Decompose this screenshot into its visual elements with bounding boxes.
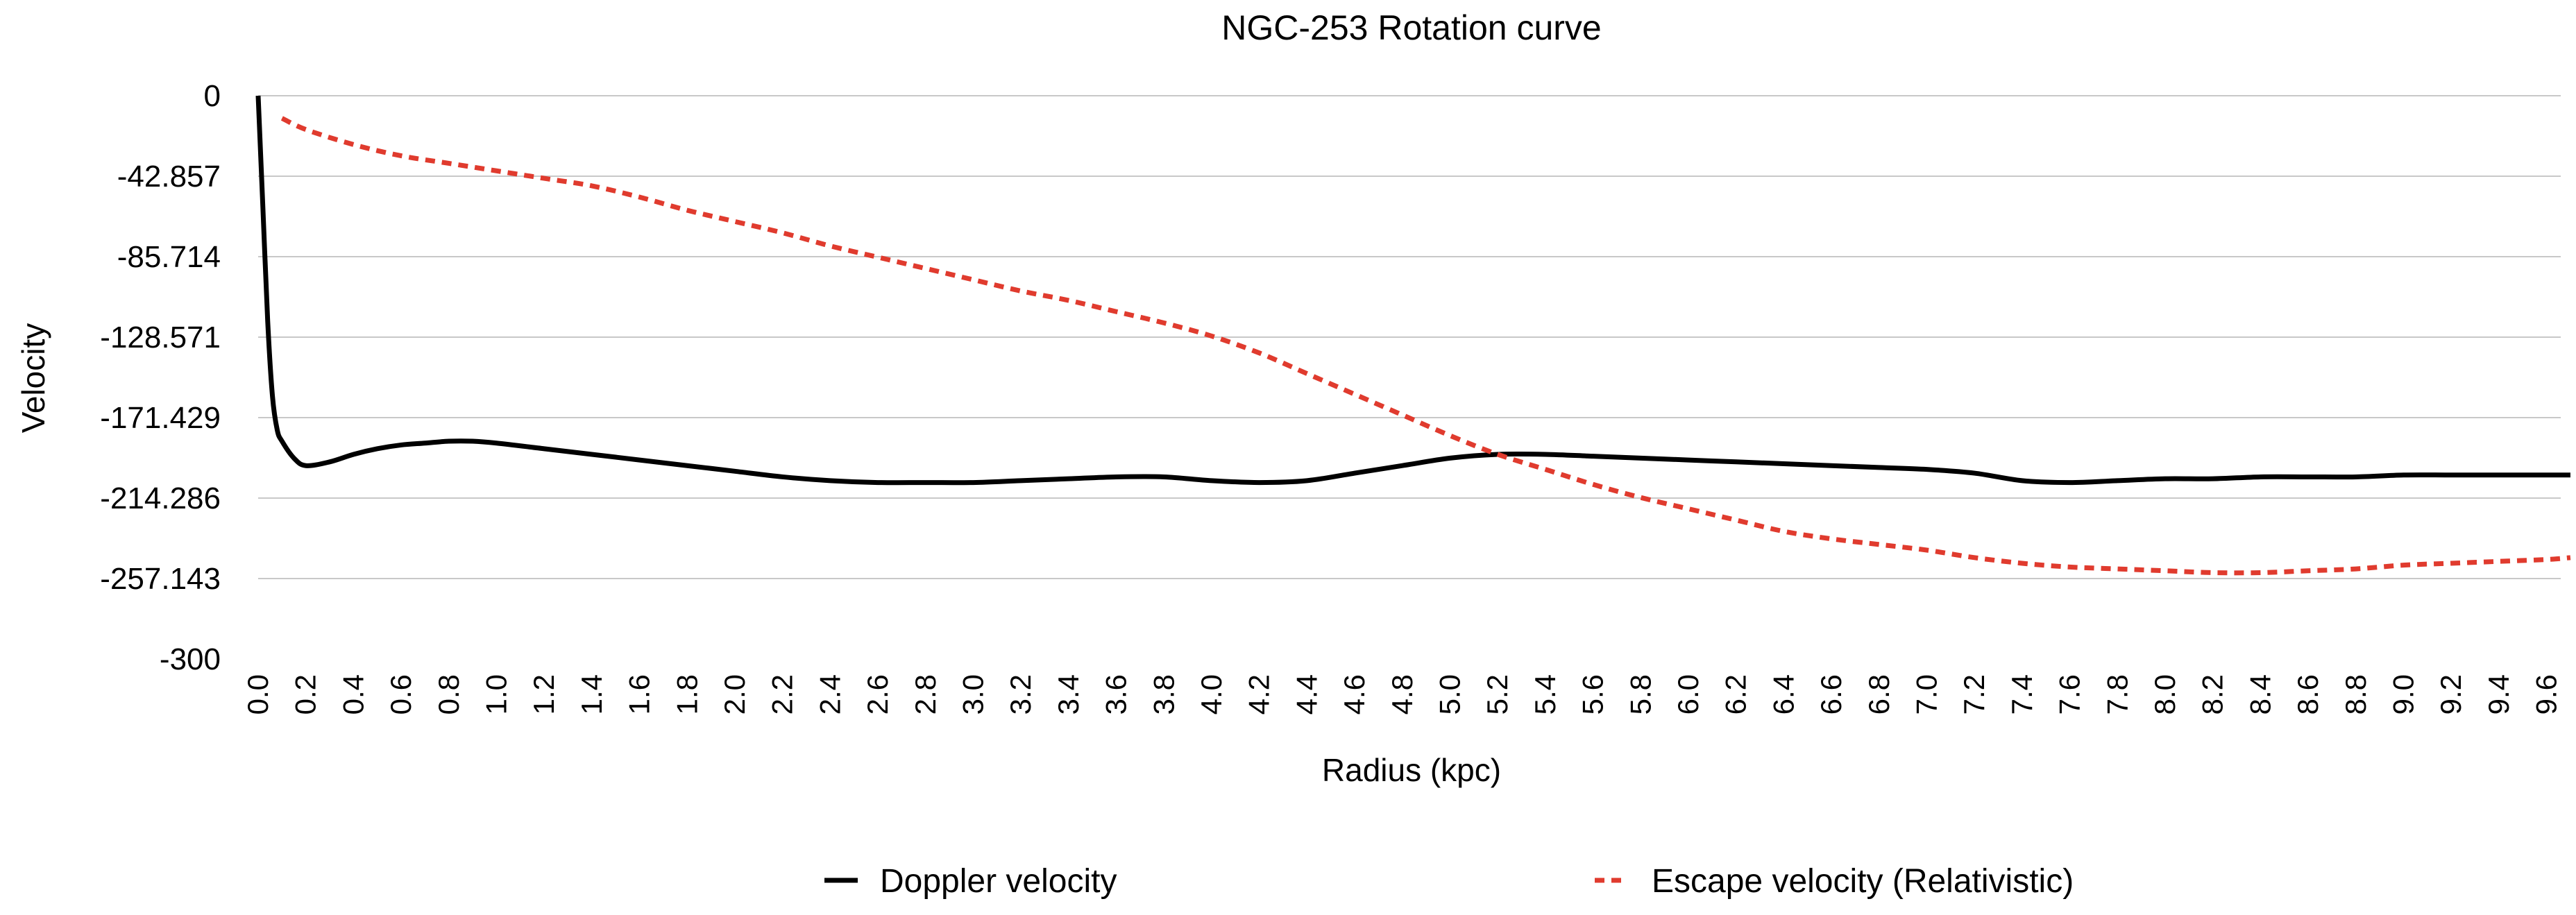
legend-label-doppler: Doppler velocity (880, 863, 1117, 900)
x-tick-label: 5.2 (1481, 674, 1514, 715)
x-tick-label: 7.6 (2053, 674, 2086, 715)
x-tick-label: 4.4 (1290, 674, 1323, 715)
x-tick-label: 5.4 (1529, 674, 1561, 715)
x-tick-label: 9.6 (2530, 674, 2563, 715)
x-tick-label: 4.8 (1386, 674, 1418, 715)
x-tick-label: 0.2 (289, 674, 322, 715)
x-axis-label: Radius (kpc) (1322, 752, 1501, 788)
x-tick-label: 3.6 (1100, 674, 1133, 715)
x-tick-label: 2.0 (718, 674, 751, 715)
x-tick-label: 0.0 (242, 674, 274, 715)
x-tick-label: 7.4 (2006, 674, 2038, 715)
y-tick-label: -128.571 (100, 320, 221, 354)
x-axis-ticks: 0.0 0.2 0.4 0.6 0.8 1.0 1.2 1.4 1.6 1.8 2.0 2.2 2.4 2… (242, 674, 2563, 715)
x-tick-label: 3.8 (1147, 674, 1180, 715)
x-tick-label: 0.4 (337, 674, 369, 715)
x-tick-label: 3.0 (957, 674, 990, 715)
x-tick-label: 5.0 (1434, 674, 1466, 715)
y-tick-label: -171.429 (100, 401, 221, 435)
x-tick-label: 6.4 (1767, 674, 1799, 715)
y-tick-label: 0 (204, 79, 221, 113)
x-tick-label: 4.0 (1195, 674, 1228, 715)
x-tick-label: 6.0 (1672, 674, 1704, 715)
x-tick-label: 2.4 (813, 674, 846, 715)
x-tick-label: 2.6 (861, 674, 894, 715)
x-tick-label: 1.2 (527, 674, 560, 715)
legend: Doppler velocity Escape velocity (Relati… (824, 863, 2074, 900)
y-axis-label: Velocity (15, 323, 51, 434)
x-tick-label: 5.6 (1577, 674, 1609, 715)
y-tick-label: -214.286 (100, 481, 221, 515)
x-tick-label: 1.6 (623, 674, 656, 715)
x-tick-label: 3.2 (1004, 674, 1037, 715)
doppler-velocity-line (255, 95, 2570, 486)
x-tick-label: 6.2 (1720, 674, 1752, 715)
y-tick-label: -85.714 (117, 240, 221, 274)
x-tick-label: 7.8 (2101, 674, 2133, 715)
x-tick-label: 3.4 (1052, 674, 1085, 715)
x-tick-label: 2.8 (909, 674, 942, 715)
x-tick-label: 0.8 (432, 674, 465, 715)
y-axis-ticks: 0 -42.857 -85.714 -128.571 -171.429 -214.286 -… (100, 79, 221, 676)
x-tick-label: 9.2 (2434, 674, 2467, 715)
x-tick-label: 4.2 (1243, 674, 1276, 715)
series-lines (255, 95, 2571, 576)
x-tick-label: 8.6 (2291, 674, 2324, 715)
x-tick-label: 1.8 (670, 674, 703, 715)
x-tick-label: 9.4 (2482, 674, 2515, 715)
x-tick-label: 7.0 (1910, 674, 1943, 715)
chart-title: NGC-253 Rotation curve (1221, 8, 1601, 47)
x-tick-label: 7.2 (1958, 674, 1990, 715)
x-tick-label: 6.6 (1815, 674, 1847, 715)
escape-velocity-line (280, 116, 2571, 576)
x-tick-label: 0.6 (384, 674, 417, 715)
x-tick-label: 5.8 (1624, 674, 1656, 715)
x-tick-label: 9.0 (2387, 674, 2420, 715)
legend-label-escape: Escape velocity (Relativistic) (1652, 863, 2074, 900)
x-tick-label: 8.4 (2244, 674, 2276, 715)
gridlines (258, 95, 2561, 580)
x-tick-label: 8.0 (2149, 674, 2181, 715)
x-tick-label: 1.0 (480, 674, 513, 715)
y-tick-label: -257.143 (100, 562, 221, 596)
x-tick-label: 4.6 (1338, 674, 1371, 715)
x-tick-label: 2.2 (766, 674, 799, 715)
x-tick-label: 1.4 (575, 674, 608, 715)
y-tick-label: -42.857 (117, 160, 221, 194)
x-tick-label: 8.8 (2339, 674, 2372, 715)
x-tick-label: 6.8 (1863, 674, 1895, 715)
x-tick-label: 8.2 (2196, 674, 2229, 715)
y-tick-label: -300 (160, 642, 221, 676)
